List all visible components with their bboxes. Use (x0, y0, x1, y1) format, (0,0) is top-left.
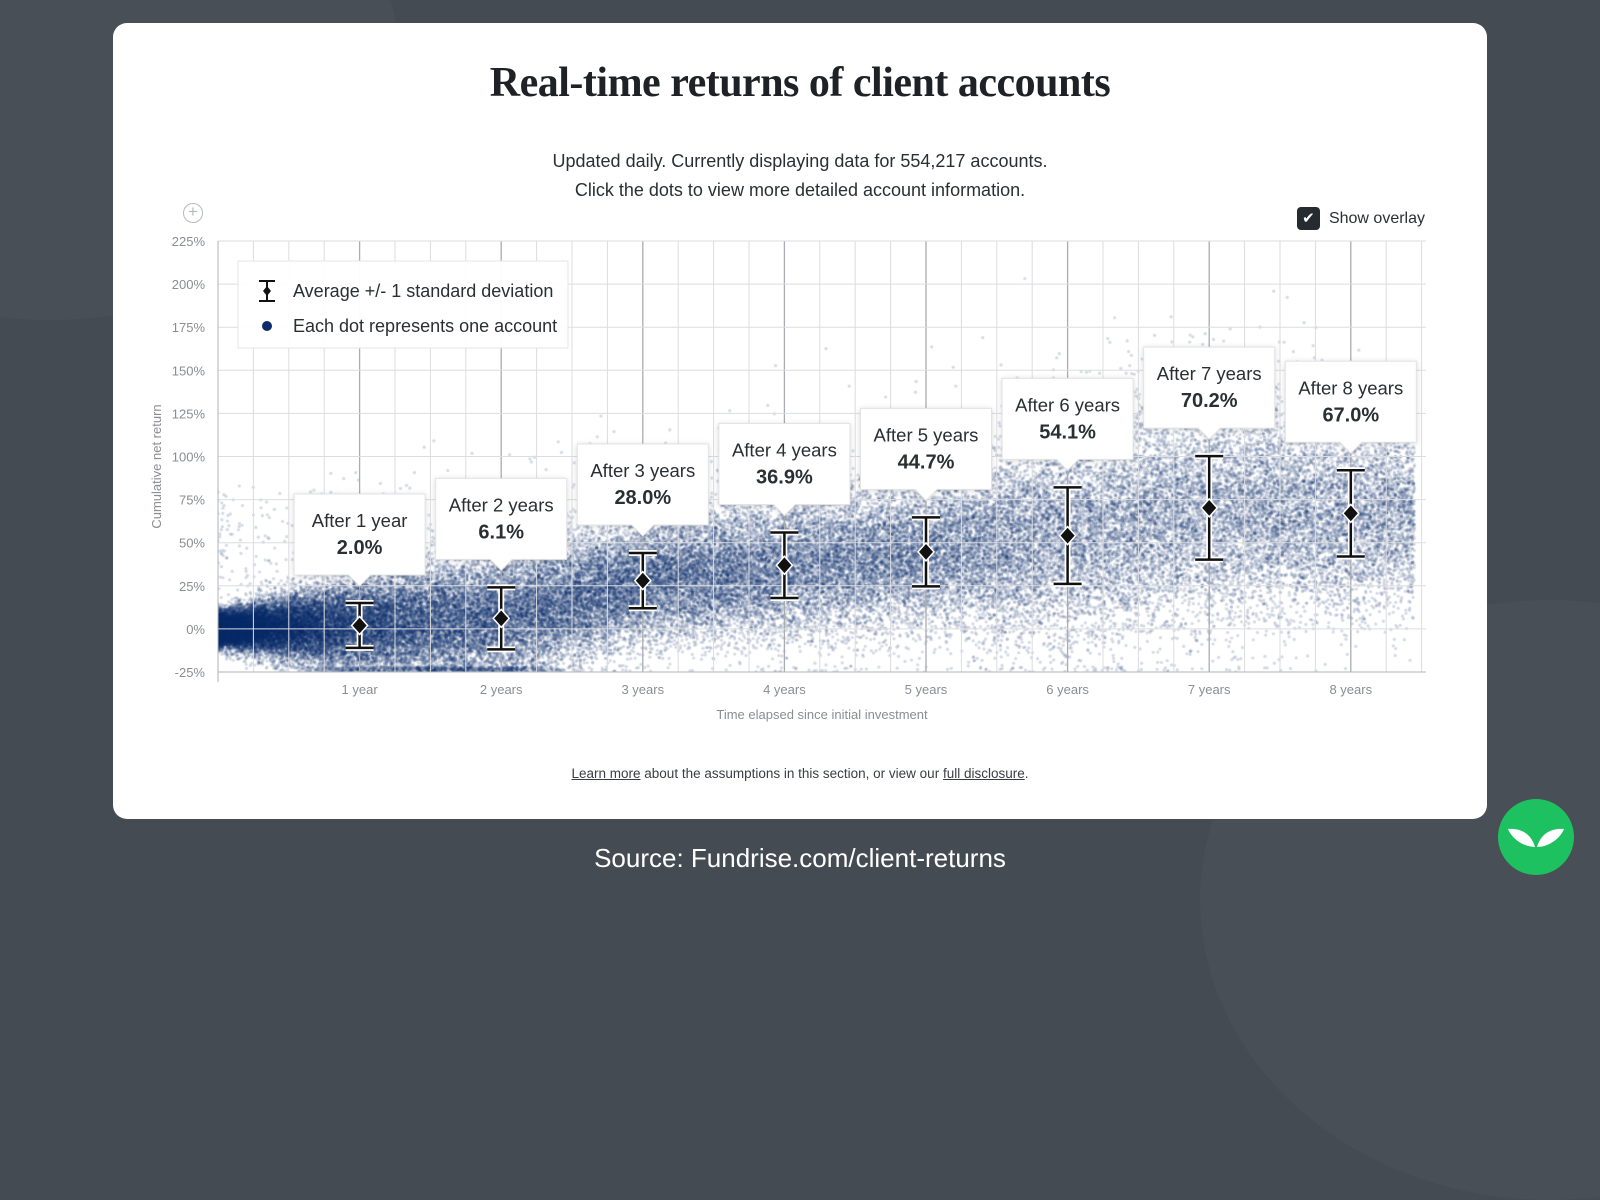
callout-value: 28.0% (614, 487, 671, 509)
errorbar-mean-marker (1058, 525, 1077, 546)
learn-more-link[interactable]: Learn more (571, 766, 641, 781)
callout-1-year (293, 493, 426, 587)
callout-box (718, 423, 851, 517)
errorbar-mean-marker (775, 555, 794, 576)
legend-label: Each dot represents one account (293, 316, 557, 336)
callout-label: After 1 year (312, 510, 408, 531)
callout-4-year (718, 423, 851, 517)
footer-note: Learn more about the assumptions in this… (113, 766, 1487, 781)
callout-8-year (1284, 360, 1417, 454)
x-axis-label: Time elapsed since initial investment (716, 707, 928, 722)
y-tick-label: 25% (179, 579, 205, 594)
errorbar-4-year (770, 529, 799, 602)
errorbar-2-year (487, 584, 516, 653)
callout-box (1284, 360, 1417, 454)
y-tick-label: 125% (172, 406, 206, 421)
returns-chart: 225% 200% 175% 150% 125% 100% 75% 50% 25% 0% -25% 1… (149, 234, 1426, 722)
y-tick-label: 0% (186, 622, 205, 637)
callout-3-year (576, 443, 709, 537)
legend-box (237, 260, 569, 349)
errorbar-3-year (628, 550, 657, 612)
y-tick-label: -25% (175, 665, 206, 680)
callout-2-year (435, 477, 568, 572)
errorbar-mean-marker (350, 615, 369, 636)
errorbar-mean-marker (1341, 503, 1360, 524)
callout-5-year (860, 407, 992, 502)
errorbar-mean-marker (633, 570, 652, 591)
callout-box (1143, 346, 1276, 440)
source-caption: Source: Fundrise.com/client-returns (594, 843, 1006, 873)
check-icon[interactable]: ✔ (1296, 207, 1320, 230)
errorbar-5-year (912, 514, 940, 590)
show-overlay-label: Show overlay (1328, 209, 1425, 227)
callout-label: After 6 years (1015, 394, 1120, 415)
x-tick-label: 3 years (621, 682, 664, 697)
callout-box (293, 493, 426, 587)
errorbar-1-year (345, 600, 374, 651)
callout-label: After 7 years (1157, 363, 1262, 384)
callout-6-year (1001, 377, 1134, 472)
callout-value: 70.2% (1181, 390, 1238, 412)
callout-value: 6.1% (478, 521, 524, 543)
x-tick-label: 2 years (480, 682, 523, 697)
callout-box (1001, 377, 1134, 472)
callout-box (860, 407, 992, 502)
callout-value: 67.0% (1322, 404, 1379, 426)
x-tick-label: 4 years (763, 682, 806, 697)
callout-box (576, 443, 709, 537)
subtitle-line-2: Click the dots to view more detailed acc… (574, 180, 1026, 200)
callout-value: 44.7% (898, 451, 955, 473)
y-tick-label: 200% (172, 277, 206, 292)
errorbar-mean-marker (916, 541, 936, 562)
callout-value: 2.0% (337, 537, 383, 559)
callout-box (435, 477, 568, 572)
dot-legend-icon (262, 321, 272, 331)
y-tick-label: 150% (172, 363, 206, 378)
footer-end: . (1024, 766, 1029, 781)
callout-label: After 3 years (590, 460, 695, 481)
leaf-icon (1498, 799, 1574, 875)
errorbar-mean-marker (492, 608, 511, 629)
errorbar-6-year (1053, 484, 1082, 587)
legend-label: Average +/- 1 standard deviation (293, 281, 553, 301)
plus-circle-icon[interactable]: + (183, 203, 203, 223)
callout-value: 36.9% (756, 467, 813, 489)
y-tick-label: 175% (172, 320, 206, 335)
callout-value: 54.1% (1039, 421, 1096, 443)
show-overlay-toggle[interactable]: ✔ Show overlay (1294, 207, 1427, 230)
x-tick-label: 7 years (1188, 682, 1231, 697)
errorbar-8-year (1336, 467, 1365, 560)
y-tick-label: 50% (179, 536, 205, 551)
callout-label: After 2 years (449, 494, 554, 515)
subtitle-line-1: Updated daily. Currently displaying data… (552, 151, 1048, 171)
y-tick-label: 75% (179, 493, 205, 508)
errorbar-mean-marker (1200, 497, 1219, 519)
y-tick-label: 225% (172, 234, 206, 249)
full-disclosure-link[interactable]: full disclosure (942, 766, 1025, 781)
footer-text: about the assumptions in this section, o… (640, 766, 943, 781)
chart-card: 225% 200% 175% 150% 125% 100% 75% 50% 25% 0% -25% 1… (113, 23, 1487, 819)
errorbar-7-year (1195, 453, 1224, 563)
x-tick-label: 5 years (905, 682, 948, 697)
callout-label: After 4 years (732, 440, 837, 461)
y-tick-label: 100% (172, 450, 206, 465)
x-tick-label: 6 years (1046, 682, 1089, 697)
page-title: Real-time returns of client accounts (489, 60, 1111, 106)
y-axis-label: Cumulative net return (149, 404, 164, 528)
callout-label: After 8 years (1298, 377, 1403, 398)
x-tick-label: 8 years (1329, 682, 1372, 697)
chart-legend (237, 260, 569, 349)
callout-7-year (1143, 346, 1276, 440)
errorbar-legend-icon (263, 286, 271, 296)
x-tick-label: 1 year (342, 682, 379, 697)
callout-label: After 5 years (874, 424, 979, 445)
